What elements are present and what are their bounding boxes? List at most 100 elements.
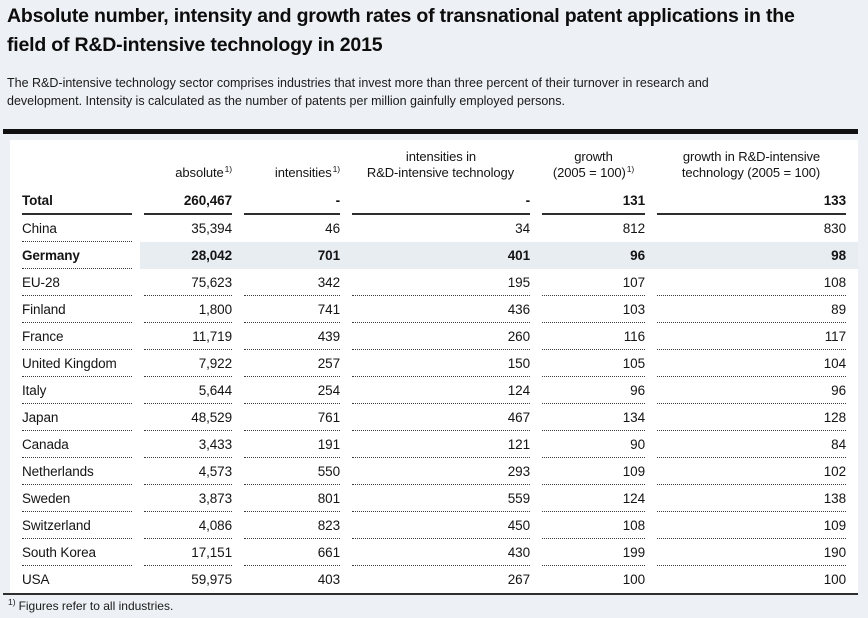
intensities-rd-cell: 195	[352, 269, 530, 296]
intensities-cell: -	[244, 188, 340, 215]
intensities-cell: 403	[317, 572, 340, 587]
growth-cell: 124	[542, 485, 645, 512]
growth-rd-cell: 128	[657, 404, 846, 431]
intensities-rd-cell: 267	[507, 572, 530, 587]
growth-rd-cell: 108	[657, 269, 846, 296]
intensities-cell: 661	[244, 539, 340, 566]
table-row: Switzerland 4,086 823 450 108 109	[22, 512, 846, 539]
footnote-marker: 1)	[8, 597, 16, 607]
growth-cell: 134	[542, 404, 645, 431]
table-row: Total 260,467 - - 131 133	[22, 188, 846, 215]
table-row: Finland 1,800 741 436 103 89	[22, 296, 846, 323]
absolute-cell: 75,623	[144, 269, 232, 296]
intensities-rd-cell: 559	[352, 485, 530, 512]
table-row: Italy 5,644 254 124 96 96	[22, 377, 846, 404]
growth-cell: 812	[622, 221, 645, 236]
patent-table: absolute1) intensities1) intensities in …	[10, 140, 858, 593]
table-row: China 35,394 46 34 812 830	[22, 215, 846, 242]
absolute-cell: 1,800	[144, 296, 232, 323]
absolute-cell: 48,529	[144, 404, 232, 431]
col-header-intensities-rd: intensities in R&D-intensive technology	[366, 149, 515, 180]
table-row: EU-28 75,623 342 195 107 108	[22, 269, 846, 296]
growth-rd-cell: 84	[657, 431, 846, 458]
footnote: 1) Figures refer to all industries.	[7, 597, 173, 613]
growth-rd-cell: 100	[823, 572, 846, 587]
table-row: United Kingdom 7,922 257 150 105 104	[22, 350, 846, 377]
country-cell: United Kingdom	[22, 350, 132, 377]
germany-row-highlight	[140, 242, 858, 269]
intensities-rd-cell: 124	[352, 377, 530, 404]
absolute-cell: 7,922	[144, 350, 232, 377]
absolute-cell: 5,644	[144, 377, 232, 404]
country-cell: Japan	[22, 404, 132, 431]
growth-cell: 103	[542, 296, 645, 323]
country-cell: Germany	[22, 242, 132, 269]
intensities-cell: 741	[244, 296, 340, 323]
top-rule	[3, 129, 858, 134]
country-cell: Italy	[22, 377, 132, 404]
col-header-growth: growth (2005 = 100)1)	[552, 149, 635, 180]
intensities-rd-cell: 467	[352, 404, 530, 431]
growth-rd-cell: 190	[657, 539, 846, 566]
intensities-cell: 823	[244, 512, 340, 539]
intensities-cell: 342	[244, 269, 340, 296]
intensities-cell: 439	[244, 323, 340, 350]
table-row: Germany 28,042 701 401 96 98	[22, 242, 846, 269]
intensities-cell: 46	[325, 221, 340, 236]
table-row: Netherlands 4,573 550 293 109 102	[22, 458, 846, 485]
intensities-cell: 254	[244, 377, 340, 404]
growth-rd-cell: 133	[657, 188, 846, 215]
absolute-cell: 3,433	[144, 431, 232, 458]
intensities-rd-cell: 450	[352, 512, 530, 539]
intensities-cell: 761	[244, 404, 340, 431]
growth-cell: 107	[542, 269, 645, 296]
intensities-rd-cell: 121	[352, 431, 530, 458]
table-row: South Korea 17,151 661 430 199 190	[22, 539, 846, 566]
table-header: absolute1) intensities1) intensities in …	[22, 140, 846, 188]
absolute-cell: 59,975	[191, 572, 232, 587]
intensities-cell: 801	[244, 485, 340, 512]
country-cell: South Korea	[22, 539, 132, 566]
growth-rd-cell: 98	[831, 248, 846, 263]
absolute-cell: 260,467	[144, 188, 232, 215]
bottom-rule	[3, 593, 858, 595]
absolute-cell: 11,719	[144, 323, 232, 350]
country-cell: Sweden	[22, 485, 132, 512]
growth-rd-cell: 109	[657, 512, 846, 539]
page-title: Absolute number, intensity and growth ra…	[7, 5, 795, 56]
intensities-rd-cell: 260	[352, 323, 530, 350]
col-header-intensities: intensities1)	[274, 163, 340, 180]
country-cell: China	[22, 215, 132, 242]
patent-table-container: absolute1) intensities1) intensities in …	[10, 140, 858, 593]
page-subtitle: The R&D-intensive technology sector comp…	[7, 76, 709, 108]
col-header-absolute: absolute1)	[175, 163, 232, 180]
growth-cell: 90	[542, 431, 645, 458]
growth-cell: 116	[542, 323, 645, 350]
growth-cell: 96	[542, 377, 645, 404]
growth-cell: 105	[542, 350, 645, 377]
intensities-cell: 257	[244, 350, 340, 377]
absolute-cell: 4,573	[144, 458, 232, 485]
country-cell: Canada	[22, 431, 132, 458]
growth-cell: 131	[542, 188, 645, 215]
absolute-cell: 28,042	[191, 248, 232, 263]
intensities-cell: 701	[317, 248, 340, 263]
country-cell: EU-28	[22, 269, 132, 296]
country-cell: France	[22, 323, 132, 350]
intensities-cell: 550	[244, 458, 340, 485]
country-cell: USA	[22, 572, 50, 587]
country-cell: Total	[22, 188, 132, 215]
intensities-rd-cell: 293	[352, 458, 530, 485]
table-body: Total 260,467 - - 131 133 China 35,394 4…	[22, 188, 846, 593]
absolute-cell: 35,394	[191, 221, 232, 236]
col-header-growth-rd: growth in R&D-intensive technology (2005…	[681, 149, 821, 180]
table-row: Canada 3,433 191 121 90 84	[22, 431, 846, 458]
intensities-rd-cell: 401	[507, 248, 530, 263]
country-cell: Finland	[22, 296, 132, 323]
country-cell: Switzerland	[22, 512, 132, 539]
intensities-cell: 191	[244, 431, 340, 458]
growth-rd-cell: 96	[657, 377, 846, 404]
growth-rd-cell: 117	[657, 323, 846, 350]
intensities-rd-cell: 430	[352, 539, 530, 566]
